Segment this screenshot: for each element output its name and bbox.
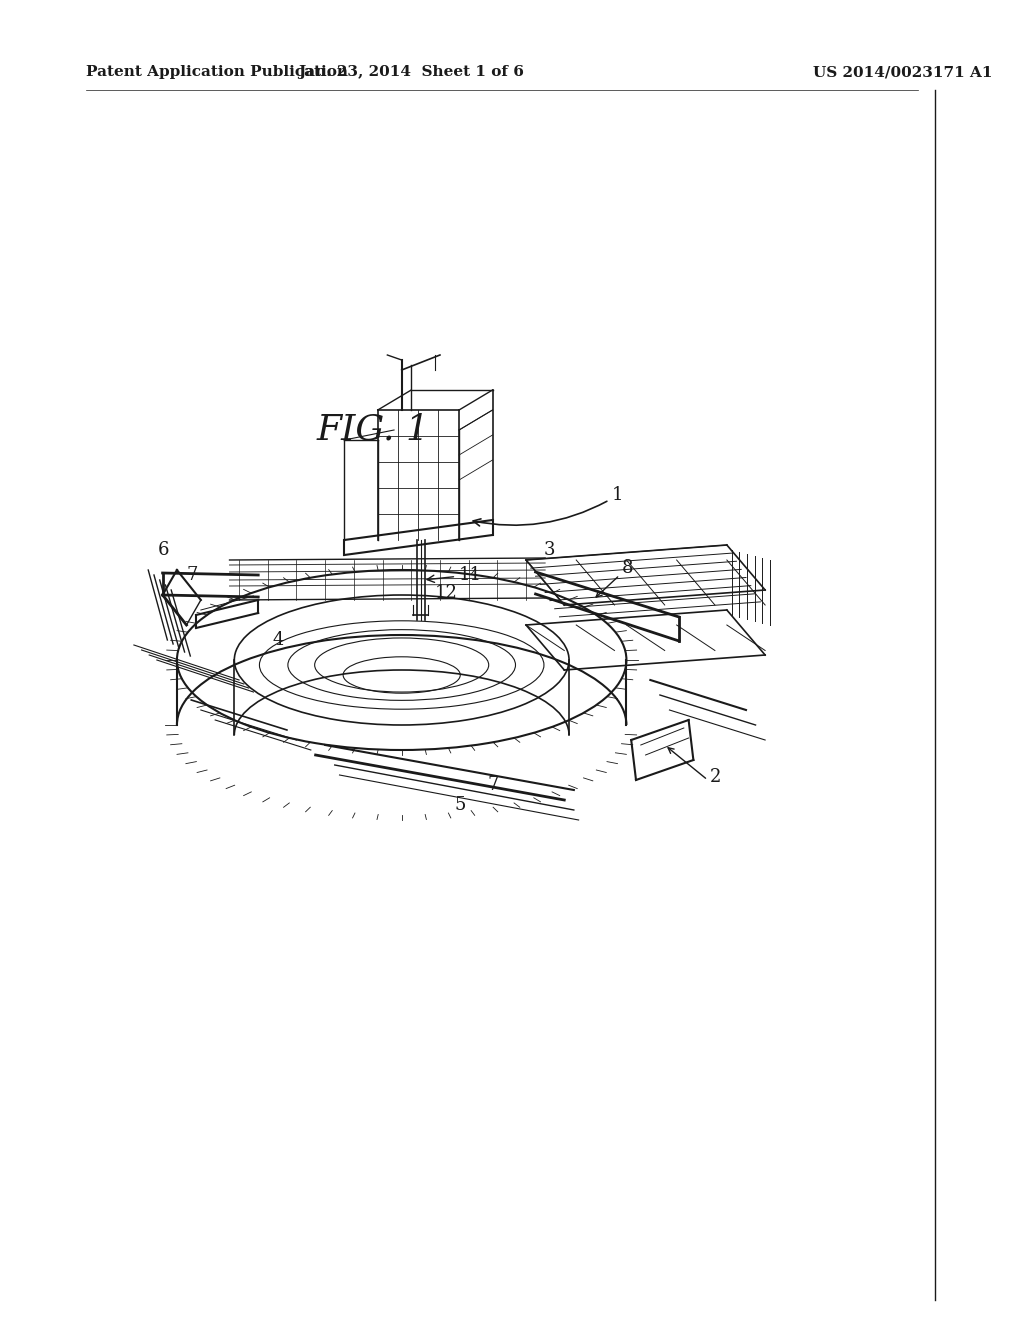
Text: 4: 4 bbox=[272, 631, 284, 649]
Text: 7: 7 bbox=[487, 776, 499, 795]
Text: 5: 5 bbox=[455, 796, 466, 814]
Text: 11: 11 bbox=[427, 566, 482, 583]
Text: Patent Application Publication: Patent Application Publication bbox=[86, 65, 348, 79]
Text: 1: 1 bbox=[473, 486, 624, 525]
Text: Jan. 23, 2014  Sheet 1 of 6: Jan. 23, 2014 Sheet 1 of 6 bbox=[298, 65, 524, 79]
Text: 7: 7 bbox=[186, 566, 198, 583]
Text: 6: 6 bbox=[158, 541, 169, 558]
Text: 2: 2 bbox=[710, 768, 721, 785]
Text: FIG. 1: FIG. 1 bbox=[316, 413, 429, 447]
Text: US 2014/0023171 A1: US 2014/0023171 A1 bbox=[813, 65, 992, 79]
Text: 3: 3 bbox=[544, 541, 555, 558]
Text: 12: 12 bbox=[435, 583, 458, 602]
Text: 8: 8 bbox=[622, 558, 633, 577]
